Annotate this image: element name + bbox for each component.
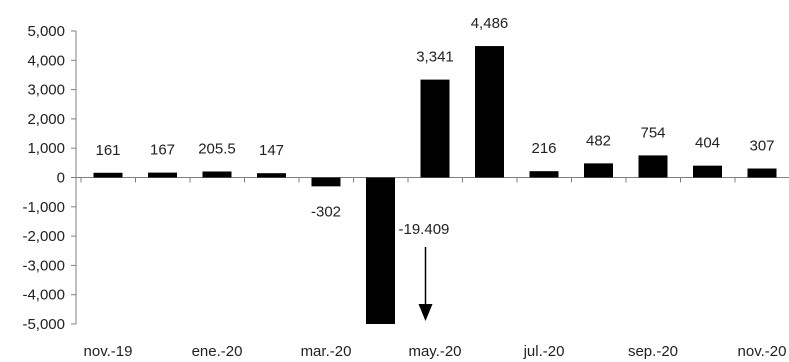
bar [257, 173, 286, 178]
y-tick-label: -1,000 [22, 199, 65, 216]
x-tick-label: mar.-20 [301, 343, 352, 360]
annotation-label: -19.409 [399, 221, 450, 238]
bar [747, 168, 777, 178]
bar [93, 172, 123, 178]
x-tick-label: nov.-20 [738, 343, 787, 360]
y-tick-label: -5,000 [22, 316, 65, 333]
bar [529, 171, 559, 178]
y-tick-label: 3,000 [27, 82, 65, 99]
bar [638, 155, 668, 178]
data-label: 754 [640, 124, 665, 141]
data-label: 3,341 [416, 49, 454, 66]
x-tick-label: sep.-20 [628, 343, 678, 360]
y-tick-label: -2,000 [22, 228, 65, 245]
data-label: 307 [749, 138, 774, 155]
y-tick-label: -3,000 [22, 257, 65, 274]
y-tick-label: 5,000 [27, 23, 65, 40]
y-tick-label: 4,000 [27, 52, 65, 69]
bar [148, 172, 177, 178]
x-tick-label: jul.-20 [523, 343, 565, 360]
bar [693, 165, 722, 178]
x-tick-label: ene.-20 [192, 343, 243, 360]
y-tick-label: 1,000 [27, 140, 65, 157]
y-tick-label: -4,000 [22, 287, 65, 304]
data-label: 147 [259, 142, 284, 159]
bar [366, 177, 395, 324]
bar [202, 171, 232, 178]
bar [475, 46, 504, 178]
bar [584, 163, 613, 178]
bar [420, 79, 450, 178]
data-label: 161 [95, 142, 120, 159]
y-tick-label: 0 [57, 170, 65, 187]
x-tick-label: nov.-19 [84, 343, 133, 360]
data-label: 404 [695, 135, 720, 152]
data-label: 205.5 [198, 140, 236, 157]
data-label: 167 [150, 142, 175, 159]
bar [311, 177, 341, 187]
data-label: 4,486 [471, 15, 509, 32]
x-tick-label: may.-20 [408, 343, 461, 360]
data-label: 216 [531, 140, 556, 157]
y-tick-label: 2,000 [27, 111, 65, 128]
annotation-arrow-head [418, 304, 433, 321]
data-label: 482 [586, 132, 611, 149]
data-label: -302 [311, 203, 341, 220]
